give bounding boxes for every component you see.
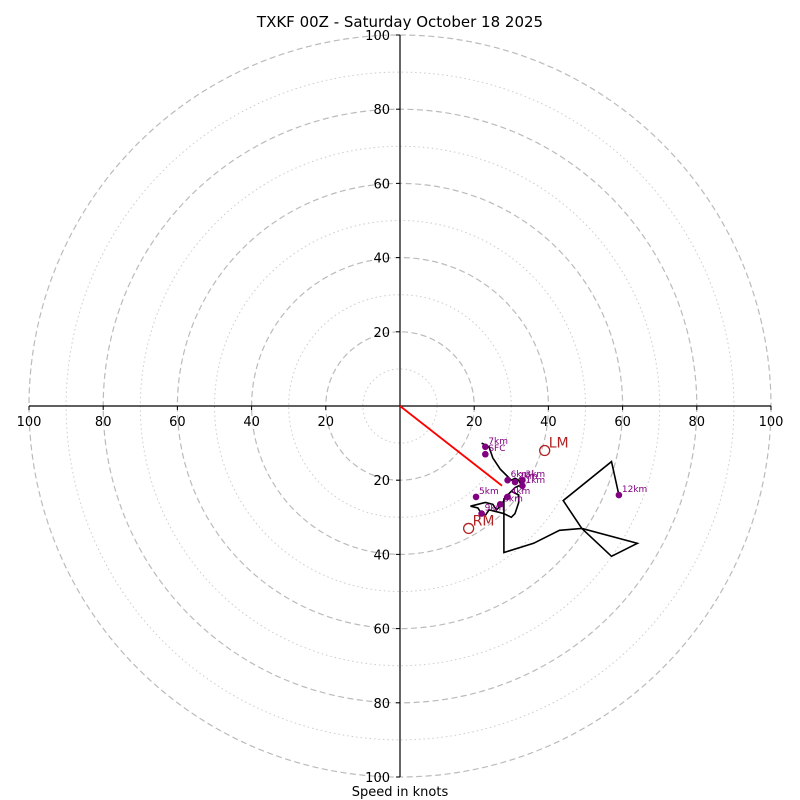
tick-label-top-100: 100 — [365, 29, 390, 44]
tick-label-right-80: 80 — [689, 415, 706, 430]
marker-dot-1km — [519, 482, 526, 490]
tick-label-top-40: 40 — [373, 252, 390, 267]
marker-label-9km: 9km — [485, 504, 505, 514]
storm-marker-rm — [462, 522, 475, 535]
marker-dot-5km — [472, 493, 480, 501]
tick-label-top-80: 80 — [373, 103, 390, 118]
mean-wind-line — [399, 405, 503, 487]
marker-label-3km: 3km — [525, 470, 545, 480]
mean-wind-vector — [399, 405, 503, 487]
tick-label-right-60: 60 — [614, 415, 631, 430]
tick-label-left-80: 80 — [95, 415, 112, 430]
chart-title: TXKF 00Z - Saturday October 18 2025 — [256, 13, 543, 31]
storm-label-rm: RM — [473, 513, 495, 529]
marker-label-8km: 8km — [503, 494, 523, 504]
tick-label-top-60: 60 — [373, 177, 390, 192]
tick-label-left-40: 40 — [243, 415, 260, 430]
hodograph-trace — [470, 442, 640, 558]
tick-label-bottom-60: 60 — [373, 623, 390, 638]
marker-label-7km: 7km — [488, 437, 508, 447]
storm-label-lm: LM — [549, 436, 569, 452]
tick-label-bottom-20: 20 — [373, 474, 390, 489]
tick-label-right-20: 20 — [466, 415, 483, 430]
marker-label-1km: 1km — [525, 476, 545, 486]
marker-dot-3km — [519, 476, 526, 484]
tick-label-left-60: 60 — [169, 415, 186, 430]
marker-dot-8km — [496, 501, 504, 508]
tick-label-left-100: 100 — [17, 415, 42, 430]
tick-labels: 20 20 20 20 40 40 40 40 60 60 60 60 80 80 80 80 100 100 10… — [17, 29, 784, 786]
tick-label-left-20: 20 — [318, 415, 335, 430]
marker-dot-4km — [504, 493, 511, 501]
storm-motions: LM RM — [462, 436, 569, 535]
marker-dot-6km — [504, 476, 511, 484]
marker-label-12km: 12km — [622, 485, 647, 495]
tick-label-right-40: 40 — [540, 415, 557, 430]
marker-dot-9km — [478, 510, 485, 517]
storm-marker-lm — [539, 444, 551, 457]
marker-label-sfc: SFC — [488, 444, 505, 454]
marker-dot-12km — [615, 491, 623, 499]
marker-label-5km: 5km — [479, 487, 499, 497]
marker-dot-2km — [511, 478, 519, 486]
marker-label-4km: 4km — [511, 487, 531, 497]
hodograph-line — [470, 442, 640, 558]
marker-dot-sfc — [482, 450, 489, 458]
marker-label-2km: 2km — [518, 472, 538, 482]
marker-label-6km: 6km — [511, 470, 531, 480]
tick-label-bottom-80: 80 — [373, 697, 390, 712]
tick-label-bottom-100: 100 — [365, 771, 390, 786]
marker-dot-7km — [482, 443, 489, 451]
tick-label-top-20: 20 — [373, 326, 390, 341]
x-axis-label: Speed in knots — [352, 785, 449, 800]
tick-label-right-100: 100 — [759, 415, 784, 430]
tick-label-bottom-40: 40 — [373, 548, 390, 563]
